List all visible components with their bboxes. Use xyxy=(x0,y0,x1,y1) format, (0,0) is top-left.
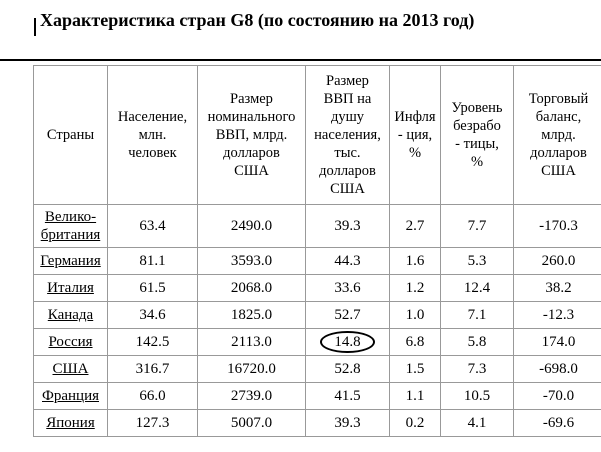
value-cell: -70.0 xyxy=(513,382,601,410)
value-cell: 127.3 xyxy=(107,409,198,437)
value-cell: 2.7 xyxy=(389,204,441,248)
value-cell: 1.6 xyxy=(389,247,441,275)
table-row: Франция 66.0 2739.0 41.5 1.1 10.5 -70.0 xyxy=(33,382,601,410)
value-cell: 174.0 xyxy=(513,328,601,356)
value-cell: 16720.0 xyxy=(197,355,306,383)
country-cell: Канада xyxy=(33,301,108,329)
column-header: Страны xyxy=(33,65,108,205)
value-cell: 63.4 xyxy=(107,204,198,248)
value-cell: -69.6 xyxy=(513,409,601,437)
value-cell: 316.7 xyxy=(107,355,198,383)
value-cell: 5.3 xyxy=(440,247,514,275)
value-cell: 1.0 xyxy=(389,301,441,329)
value-cell: 5007.0 xyxy=(197,409,306,437)
table-body: Велико- британия 63.4 2490.0 39.3 2.7 7.7 -170… xyxy=(33,204,601,437)
country-link[interactable]: Россия xyxy=(48,334,93,350)
value-cell: 52.7 xyxy=(305,301,390,329)
country-cell: Велико- британия xyxy=(33,204,108,248)
value-cell: 1.2 xyxy=(389,274,441,302)
country-cell: Франция xyxy=(33,382,108,410)
value-cell: 2068.0 xyxy=(197,274,306,302)
value-cell: 33.6 xyxy=(305,274,390,302)
value-cell: 52.8 xyxy=(305,355,390,383)
value-cell: 44.3 xyxy=(305,247,390,275)
value-cell: 0.2 xyxy=(389,409,441,437)
table-wrap: Страны Население, млн. человек Размер номи… xyxy=(33,65,601,452)
value-cell: 7.1 xyxy=(440,301,514,329)
table-row: Япония 127.3 5007.0 39.3 0.2 4.1 -69.6 xyxy=(33,409,601,437)
value-cell: 34.6 xyxy=(107,301,198,329)
divider xyxy=(0,59,601,61)
value-cell: 38.2 xyxy=(513,274,601,302)
value-cell: 66.0 xyxy=(107,382,198,410)
value-cell: -698.0 xyxy=(513,355,601,383)
value-cell: 61.5 xyxy=(107,274,198,302)
header-row: Страны Население, млн. человек Размер номи… xyxy=(33,65,601,205)
value-cell: 260.0 xyxy=(513,247,601,275)
country-cell: Италия xyxy=(33,274,108,302)
column-header: Инфля - ция, % xyxy=(389,65,441,205)
value-cell: 39.3 xyxy=(305,409,390,437)
value-cell: -170.3 xyxy=(513,204,601,248)
value-cell: 4.1 xyxy=(440,409,514,437)
country-link[interactable]: Италия xyxy=(47,280,94,296)
country-cell: Германия xyxy=(33,247,108,275)
country-link[interactable]: Япония xyxy=(46,415,95,431)
column-header: Уровень безрабо - тицы, % xyxy=(440,65,514,205)
country-link[interactable]: Велико- британия xyxy=(40,209,101,243)
column-header: Население, млн. человек xyxy=(107,65,198,205)
table-row: Канада 34.6 1825.0 52.7 1.0 7.1 -12.3 xyxy=(33,301,601,329)
value-cell: 2739.0 xyxy=(197,382,306,410)
value-cell: 2490.0 xyxy=(197,204,306,248)
value-cell: 7.7 xyxy=(440,204,514,248)
country-link[interactable]: Канада xyxy=(47,307,94,323)
table-row: Италия 61.5 2068.0 33.6 1.2 12.4 38.2 xyxy=(33,274,601,302)
value-cell: 39.3 xyxy=(305,204,390,248)
table-row: США 316.7 16720.0 52.8 1.5 7.3 -698.0 xyxy=(33,355,601,383)
country-cell: Россия xyxy=(33,328,108,356)
value-cell: 10.5 xyxy=(440,382,514,410)
cursor-bar xyxy=(34,18,36,36)
value-cell: 6.8 xyxy=(389,328,441,356)
table: Страны Население, млн. человек Размер номи… xyxy=(33,65,601,437)
title: Характеристика стран G8 (по состоянию на… xyxy=(40,10,475,30)
value-cell: 12.4 xyxy=(440,274,514,302)
value-cell: -12.3 xyxy=(513,301,601,329)
column-header: Размер ВВП на душу населения, тыс. долла… xyxy=(305,65,390,205)
value-cell: 5.8 xyxy=(440,328,514,356)
table-row: Германия 81.1 3593.0 44.3 1.6 5.3 260.0 xyxy=(33,247,601,275)
country-link[interactable]: Германия xyxy=(40,253,101,269)
value-cell: 14.8 xyxy=(305,328,390,356)
circled-value: 14.8 xyxy=(320,331,375,353)
table-row: Россия 142.5 2113.0 14.8 6.8 5.8 174.0 xyxy=(33,328,601,356)
country-link[interactable]: США xyxy=(52,361,89,377)
value-cell: 2113.0 xyxy=(197,328,306,356)
value-cell: 1.1 xyxy=(389,382,441,410)
value-cell: 1.5 xyxy=(389,355,441,383)
value-cell: 81.1 xyxy=(107,247,198,275)
value-cell: 41.5 xyxy=(305,382,390,410)
column-header: Торговый баланс, млрд. долларов США xyxy=(513,65,601,205)
country-cell: США xyxy=(33,355,108,383)
value-cell: 142.5 xyxy=(107,328,198,356)
value-cell: 1825.0 xyxy=(197,301,306,329)
value-cell: 3593.0 xyxy=(197,247,306,275)
country-cell: Япония xyxy=(33,409,108,437)
value-cell: 7.3 xyxy=(440,355,514,383)
table-row: Велико- британия 63.4 2490.0 39.3 2.7 7.7 -170… xyxy=(33,204,601,248)
country-link[interactable]: Франция xyxy=(42,388,99,404)
column-header: Размер номинального ВВП, млрд. долларов … xyxy=(197,65,306,205)
